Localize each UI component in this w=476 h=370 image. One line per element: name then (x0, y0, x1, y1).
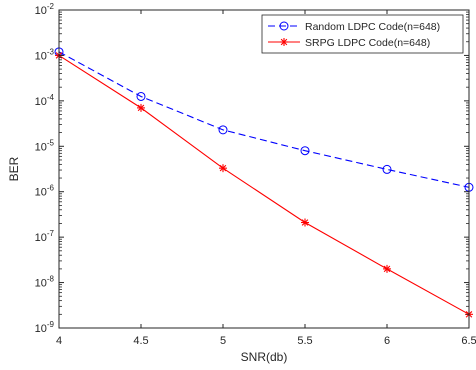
x-tick-label: 4 (56, 335, 62, 347)
x-axis-label: SNR(db) (241, 350, 288, 364)
series-line-1 (58, 51, 470, 188)
y-tick-label: 10-3 (35, 47, 55, 62)
y-tick-label: 10-2 (35, 2, 55, 17)
series-1-point (382, 164, 392, 174)
series-2-point (137, 103, 145, 112)
legend-label-1: Random LDPC Code(n=648) (305, 21, 440, 33)
series-2-point (383, 264, 391, 273)
series-1-point (136, 91, 146, 101)
y-tick-label: 10-9 (35, 320, 55, 335)
legend-label-2: SRPG LDPC Code(n=648) (305, 37, 430, 49)
y-tick-label: 10-8 (35, 275, 55, 290)
x-tick-label: 6.5 (461, 335, 476, 347)
y-tick-label: 10-7 (35, 229, 55, 244)
y-tick-label: 10-5 (35, 138, 55, 153)
series-line-2 (58, 54, 470, 315)
plot-frame (58, 9, 470, 329)
legend: Random LDPC Code(n=648) SRPG LDPC Code(n=… (261, 14, 464, 54)
y-tick-label: 10-4 (35, 93, 55, 108)
y-tick-label: 10-6 (35, 184, 55, 199)
series-1-point (218, 125, 228, 135)
legend-marker-1 (279, 21, 289, 31)
legend-marker-2 (280, 38, 288, 46)
legend-box (261, 14, 464, 54)
plot-area (59, 10, 469, 328)
series-2-point (301, 218, 309, 227)
x-tick-label: 6 (384, 335, 390, 347)
y-axis-label: BER (7, 156, 21, 181)
x-tick-label: 4.5 (133, 335, 148, 347)
x-tick-label: 5 (220, 335, 226, 347)
series-2-point (219, 164, 227, 173)
x-tick-label: 5.5 (297, 335, 312, 347)
series-1-point (300, 146, 310, 156)
